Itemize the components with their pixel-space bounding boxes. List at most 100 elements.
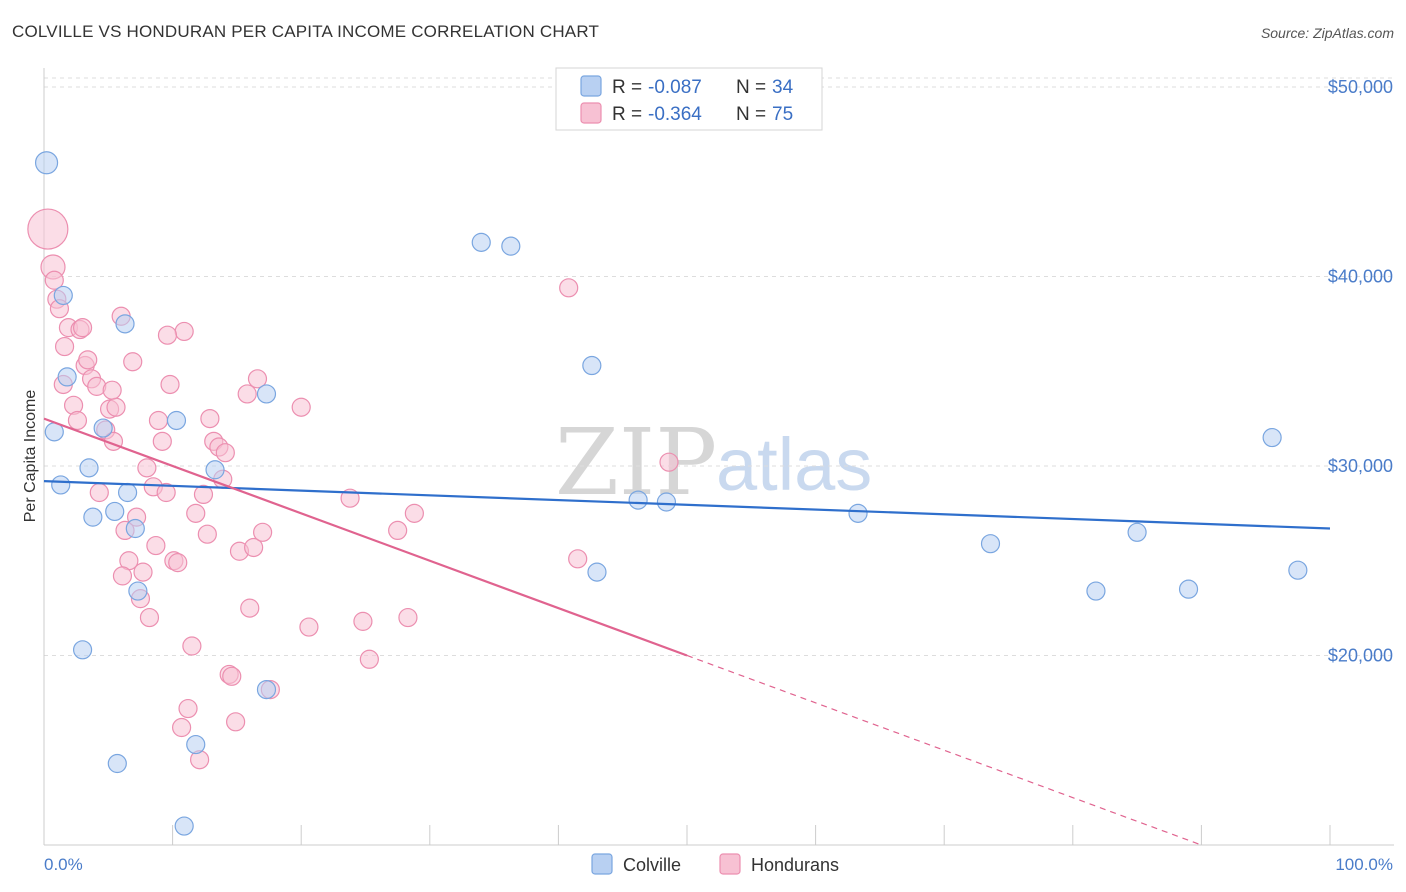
colville-point-9 (115, 314, 135, 334)
x-tick-labels: 0.0% 100.0% (44, 855, 1393, 874)
legend-r-value-hondurans: -0.364 (648, 104, 702, 125)
hondurans-point-34 (156, 482, 176, 503)
colville-point-23 (582, 355, 602, 376)
hondurans-point-73 (157, 325, 178, 345)
hondurans-point-0 (27, 208, 69, 250)
x-tick-label-1: 100.0% (1335, 855, 1393, 874)
colville-point-14 (166, 410, 187, 431)
legend-n-label-colville: N = (736, 77, 766, 98)
hondurans-point-71 (659, 452, 679, 472)
legend-swatch-hondurans (580, 102, 602, 124)
hondurans-point-24 (123, 352, 143, 372)
legend-r-label-hondurans: R = (612, 104, 642, 125)
hondurans-point-70 (568, 549, 588, 569)
hondurans-point-61 (291, 397, 311, 417)
colville-point-21 (471, 232, 491, 252)
colville-point-26 (656, 492, 677, 512)
legend: R = -0.087 N = 34 R = -0.364 N = 75 (555, 67, 823, 131)
hondurans-point-53 (226, 712, 246, 732)
bottom-legend-colville: Colville (623, 855, 681, 875)
hondurans-point-5 (54, 336, 75, 357)
hondurans-point-27 (133, 562, 153, 582)
hondurans-point-62 (299, 617, 319, 637)
hondurans-point-16 (89, 482, 109, 503)
axes (43, 68, 1394, 846)
hondurans-point-28 (137, 458, 157, 478)
colville-point-10 (117, 482, 138, 503)
hondurans-point-33 (152, 431, 172, 451)
hondurans-point-67 (398, 607, 418, 628)
x-tick-label-0: 0.0% (44, 855, 83, 874)
hondurans-point-42 (186, 503, 206, 523)
hondurans-point-68 (404, 503, 424, 523)
y-tick-labels: $20,000 $30,000 $40,000 $50,000 (1328, 77, 1393, 666)
hondurans-point-55 (237, 384, 257, 404)
hondurans-point-74 (112, 566, 133, 586)
colville-point-30 (1127, 522, 1147, 542)
hondurans-point-35 (160, 374, 180, 395)
colville-point-8 (105, 501, 125, 522)
colville-point-11 (72, 640, 93, 660)
bottom-legend-swatch-colville (591, 853, 613, 875)
hondurans-point-52 (222, 666, 242, 686)
colville-point-27 (848, 503, 868, 523)
bottom-legend: Colville Hondurans (591, 853, 839, 875)
watermark: ZIP atlas (555, 409, 872, 516)
colville-points (34, 151, 1308, 836)
hondurans-point-66 (388, 520, 408, 541)
hondurans-point-9 (67, 410, 88, 431)
colville-point-17 (107, 753, 127, 774)
legend-n-value-hondurans: 75 (772, 104, 793, 125)
colville-point-24 (587, 562, 607, 582)
hondurans-point-37 (168, 553, 188, 573)
hondurans-point-32 (148, 410, 169, 431)
hondurans-point-69 (559, 278, 579, 298)
bottom-legend-swatch-hondurans (719, 853, 741, 875)
hondurans-point-31 (146, 535, 166, 556)
hondurans-point-40 (178, 698, 198, 719)
hondurans-point-44 (193, 484, 214, 505)
hondurans-point-20 (106, 397, 126, 417)
colville-point-31 (1178, 579, 1199, 599)
colville-point-32 (1262, 427, 1282, 448)
colville-point-4 (57, 367, 77, 387)
legend-r-label-colville: R = (612, 77, 642, 98)
y-tick-label-3: $50,000 (1328, 77, 1393, 97)
colville-point-18 (186, 734, 206, 755)
hondurans-point-56 (240, 598, 260, 618)
hondurans-point-2 (44, 270, 64, 290)
colville-point-13 (128, 581, 148, 601)
hondurans-point-64 (353, 611, 373, 631)
colville-point-12 (125, 518, 145, 539)
legend-n-label-hondurans: N = (736, 104, 766, 125)
grid-lines (44, 77, 1394, 656)
colville-point-3 (51, 475, 71, 495)
trend-lines (43, 417, 1331, 846)
hondurans-point-57 (244, 537, 264, 558)
colville-point-7 (93, 418, 113, 438)
hondurans-point-11 (72, 318, 93, 338)
legend-r-value-colville: -0.087 (648, 77, 702, 98)
hondurans-point-63 (340, 488, 360, 508)
colville-point-16 (256, 384, 277, 404)
legend-n-value-colville: 34 (772, 77, 794, 98)
hondurans-point-41 (182, 636, 202, 656)
chart-title: COLVILLE VS HONDURAN PER CAPITA INCOME C… (12, 22, 600, 41)
hondurans-point-39 (174, 321, 194, 342)
source-credit: Source: ZipAtlas.com (1260, 25, 1394, 41)
hondurans-point-45 (197, 524, 217, 544)
colville-point-25 (628, 490, 648, 510)
y-tick-label-0: $20,000 (1328, 645, 1393, 665)
hondurans-point-46 (200, 408, 220, 429)
colville-point-29 (1086, 581, 1106, 601)
colville-point-5 (79, 458, 99, 478)
colville-point-20 (174, 816, 194, 836)
colville-point-19 (256, 679, 277, 700)
hondurans-point-50 (215, 443, 235, 463)
hondurans-point-65 (359, 649, 379, 669)
colville-point-0 (34, 151, 59, 175)
watermark-atlas: atlas (716, 423, 872, 506)
hondurans-point-13 (78, 350, 98, 370)
hondurans-point-38 (172, 717, 192, 738)
bottom-legend-hondurans: Hondurans (751, 855, 839, 875)
